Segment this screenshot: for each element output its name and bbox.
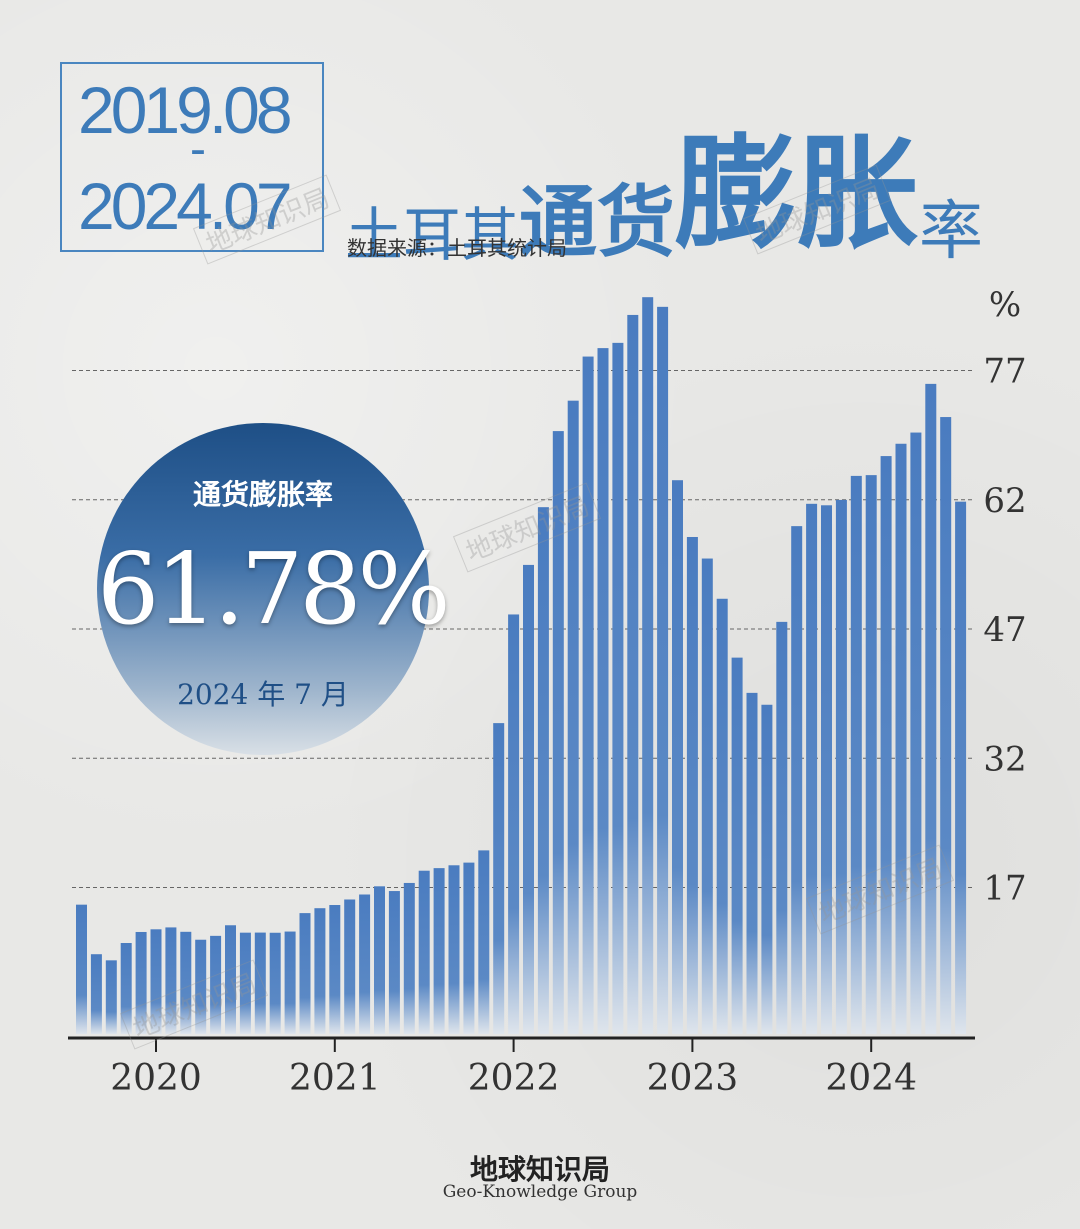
bar-2024-03 xyxy=(895,443,907,1035)
axes: 17 32 47 62 77% 2020 2021 2022 2023 2024 xyxy=(68,285,1027,1099)
bar-2021-02 xyxy=(344,899,356,1034)
bar-2019-08 xyxy=(76,904,87,1034)
highlight-badge: 通货膨胀率 61.78% 2024 年 7 月 xyxy=(97,423,451,755)
bar-2022-05 xyxy=(567,400,579,1034)
bar-2023-06 xyxy=(761,704,773,1034)
badge-value: 61.78% xyxy=(97,533,451,647)
x-tick-label: 2022 xyxy=(468,1058,560,1099)
bar-2021-04 xyxy=(374,886,385,1034)
bar-2022-07 xyxy=(597,348,609,1034)
bar-2022-09 xyxy=(627,314,639,1034)
bar-2022-03 xyxy=(537,507,549,1034)
x-tick-label: 2020 xyxy=(110,1058,202,1099)
y-tick-label: 77 xyxy=(983,352,1026,392)
bar-2020-01 xyxy=(150,929,162,1034)
y-tick-label: 17 xyxy=(983,869,1026,909)
bars xyxy=(76,297,967,1035)
brand-name-en: Geo-Knowledge Group xyxy=(442,1182,638,1202)
bar-2021-01 xyxy=(329,905,341,1034)
bar-2023-02 xyxy=(701,558,713,1034)
bar-2022-12 xyxy=(672,480,683,1034)
brand-name-cn: 地球知识局 xyxy=(469,1153,610,1186)
bar-2021-11 xyxy=(478,850,490,1034)
bar-2020-05 xyxy=(210,935,222,1034)
bar-2023-03 xyxy=(716,598,728,1034)
bar-2020-07 xyxy=(239,932,251,1034)
bar-2019-10 xyxy=(105,960,117,1034)
bar-2019-12 xyxy=(135,931,147,1034)
y-tick-label: 32 xyxy=(983,739,1026,779)
data-source: 数据来源：土耳其统计局 xyxy=(347,236,567,260)
y-tick-label: 47 xyxy=(983,610,1026,650)
bar-2022-01 xyxy=(508,614,520,1034)
y-tick-label: 62 xyxy=(983,481,1026,521)
bar-2021-10 xyxy=(463,862,475,1034)
bar-2020-10 xyxy=(284,931,296,1034)
bar-2020-03 xyxy=(180,931,192,1034)
bar-2022-04 xyxy=(552,431,564,1035)
bar-2023-10 xyxy=(821,505,832,1034)
x-tick-label: 2021 xyxy=(289,1058,381,1099)
date-end: 2024.07 xyxy=(78,169,293,243)
bar-2023-01 xyxy=(686,536,698,1034)
bar-2023-12 xyxy=(850,475,862,1034)
bar-2020-09 xyxy=(269,932,281,1034)
bar-2023-08 xyxy=(791,526,803,1034)
badge-title: 通货膨胀率 xyxy=(192,478,333,511)
date-range-box: 2019.08 - 2024.07 xyxy=(60,62,324,252)
bar-2021-03 xyxy=(359,894,371,1034)
bar-2024-04 xyxy=(910,432,922,1035)
y-unit-label: % xyxy=(989,285,1021,325)
bar-2020-04 xyxy=(195,939,207,1034)
bar-2024-07 xyxy=(955,501,967,1034)
bar-2022-06 xyxy=(582,356,594,1034)
badge-date: 2024 年 7 月 xyxy=(177,678,349,711)
bar-2024-05 xyxy=(925,383,937,1034)
title-part-inflation: 膨胀 xyxy=(675,121,920,265)
bar-2019-09 xyxy=(90,954,102,1034)
bar-2021-08 xyxy=(433,868,445,1034)
bar-2022-08 xyxy=(612,342,624,1034)
bar-2023-11 xyxy=(835,499,847,1035)
bar-2020-12 xyxy=(314,908,326,1034)
bar-2021-06 xyxy=(403,882,415,1034)
chart-title: 土耳其通货膨胀率 xyxy=(345,95,983,272)
date-start: 2019.08 xyxy=(78,73,293,147)
bar-2022-10 xyxy=(642,297,654,1034)
title-part-currency: 通货 xyxy=(519,177,676,268)
bar-2019-11 xyxy=(120,943,132,1034)
date-separator: - xyxy=(190,123,206,176)
bar-2021-05 xyxy=(388,891,400,1034)
x-tick-label: 2024 xyxy=(825,1058,917,1099)
bar-2021-09 xyxy=(448,865,460,1034)
bar-2024-01 xyxy=(865,475,877,1034)
bar-2023-05 xyxy=(746,692,758,1034)
title-part-rate: 率 xyxy=(919,195,984,269)
bar-2022-02 xyxy=(523,564,534,1034)
bar-2024-06 xyxy=(940,417,952,1035)
bar-2020-02 xyxy=(165,927,177,1034)
bar-2021-07 xyxy=(418,870,430,1034)
bar-2021-12 xyxy=(493,723,505,1034)
x-tick-label: 2023 xyxy=(647,1058,739,1099)
bar-2023-04 xyxy=(731,657,743,1034)
bar-2020-08 xyxy=(254,932,266,1034)
bar-2022-11 xyxy=(657,306,669,1035)
bar-2020-06 xyxy=(225,925,236,1034)
bar-2024-02 xyxy=(880,456,892,1034)
bar-2023-07 xyxy=(776,621,788,1034)
bar-2023-09 xyxy=(806,503,818,1034)
title-part-country: 土耳其 xyxy=(345,201,520,269)
bar-2020-11 xyxy=(299,913,311,1034)
